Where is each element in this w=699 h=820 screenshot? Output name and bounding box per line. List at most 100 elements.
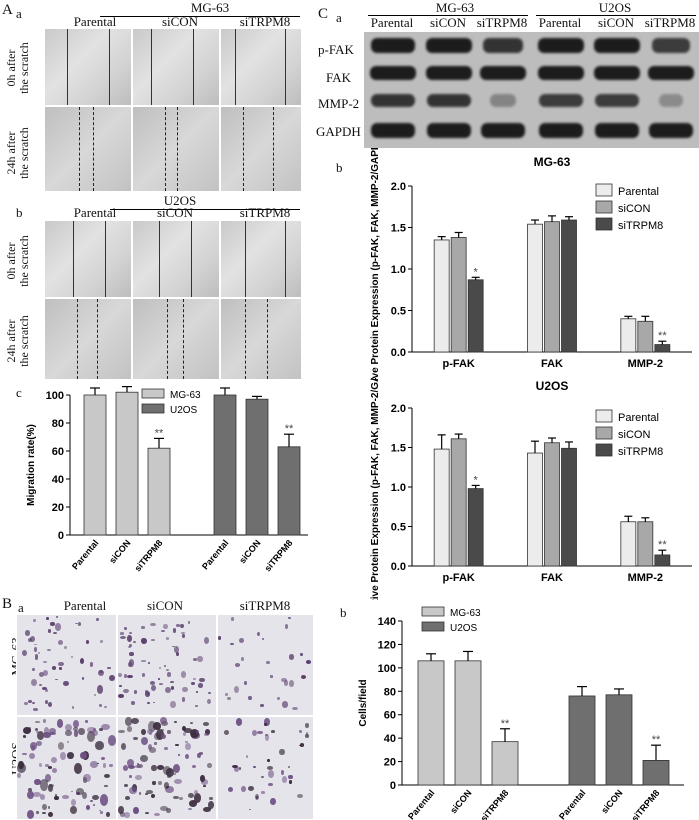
stained-cell <box>227 697 232 701</box>
stained-cell <box>165 686 172 693</box>
bar <box>561 447 577 567</box>
stained-cell <box>123 674 128 678</box>
stained-cell <box>280 770 285 775</box>
row-label-text: 0h after the scratch <box>4 42 31 94</box>
stained-cell <box>29 727 32 731</box>
scratch-image <box>44 298 132 380</box>
stained-cell <box>79 751 87 760</box>
cells-per-field-chart: 0 20 40 60 80 100 120 140 Cells/field Parental siC… <box>358 606 684 820</box>
stained-cell <box>269 675 274 678</box>
stained-cell <box>128 786 137 795</box>
stained-cell <box>154 812 161 816</box>
blot-group-mg63: MG-63 <box>435 0 475 15</box>
panel-B-letter: B <box>2 596 13 612</box>
stained-cell <box>120 743 126 751</box>
scratch-mg63-col-sicon: siCON <box>161 14 199 29</box>
stained-cell <box>141 728 147 735</box>
legend-label: siTRPM8 <box>618 446 663 458</box>
blot-band <box>481 123 525 138</box>
legend-label: siCON <box>618 203 650 215</box>
stained-cell <box>70 805 78 815</box>
stained-cell <box>126 634 132 642</box>
stained-cell <box>104 706 108 708</box>
stained-cell <box>45 700 49 704</box>
scratch-u2os-col-parental: Parental <box>73 205 117 220</box>
transwell-image <box>117 614 217 716</box>
stained-cell <box>42 660 47 664</box>
stained-cell <box>47 812 53 818</box>
western-blot-strip <box>364 116 699 148</box>
bar <box>277 446 301 536</box>
stained-cell <box>202 785 207 788</box>
panel-A-b-letter: b <box>16 205 23 220</box>
y-tick-label: 140 <box>378 616 396 628</box>
stained-cell <box>306 732 309 736</box>
stained-cell <box>240 785 246 793</box>
stained-cell <box>264 718 270 727</box>
stained-cell <box>157 678 161 680</box>
stained-cell <box>59 667 62 670</box>
stained-cell <box>94 694 97 697</box>
stained-cell <box>36 810 39 814</box>
stained-cell <box>50 622 55 626</box>
stained-cell <box>22 734 26 738</box>
stained-cell <box>133 806 139 815</box>
stained-cell <box>184 742 191 751</box>
stained-cell <box>34 643 37 645</box>
blot-band <box>649 123 693 138</box>
legend-label: siCON <box>618 429 650 441</box>
significance-mark: ** <box>652 734 661 746</box>
stained-cell <box>104 773 110 778</box>
stained-cell <box>204 732 210 737</box>
x-tick-label: Parental <box>406 788 436 820</box>
stained-cell <box>95 741 104 750</box>
significance-mark: ** <box>658 539 667 551</box>
scratch-image <box>132 220 220 298</box>
legend-label: MG-63 <box>450 608 481 619</box>
stained-cell <box>108 764 114 768</box>
bar <box>245 398 269 536</box>
scratch-u2os-group-label: U2OS <box>163 193 197 208</box>
stained-cell <box>267 769 274 778</box>
stained-cell <box>23 726 32 735</box>
stained-cell <box>180 623 185 628</box>
blot-band <box>426 38 472 53</box>
stained-cell <box>101 723 111 731</box>
y-tick-label: 60 <box>52 446 64 458</box>
stained-cell <box>28 699 33 704</box>
stained-cell <box>230 617 234 621</box>
legend-swatch <box>595 409 613 423</box>
x-tick-label: siTRPM8 <box>262 538 294 574</box>
legend-label: U2OS <box>450 623 478 634</box>
stained-cell <box>38 683 42 687</box>
stained-cell <box>119 685 122 687</box>
blot-lane-label: Parental <box>370 15 414 30</box>
y-tick-label: 0.5 <box>391 522 406 534</box>
stained-cell <box>107 735 116 746</box>
stained-cell <box>188 800 198 808</box>
y-tick-label: 100 <box>46 390 64 402</box>
stained-cell <box>164 746 169 751</box>
stained-cell <box>147 729 153 734</box>
stained-cell <box>150 684 157 692</box>
stained-cell <box>34 778 41 786</box>
stained-cell <box>72 719 80 729</box>
scratch-image <box>220 220 302 298</box>
scratch-image <box>132 28 220 106</box>
bar <box>654 344 671 353</box>
stained-cell <box>141 659 146 663</box>
bar <box>654 554 671 567</box>
stained-cell <box>305 659 311 664</box>
stained-cell <box>67 740 70 743</box>
stained-cell <box>76 788 84 795</box>
stained-cell <box>184 728 193 733</box>
stained-cell <box>199 752 204 755</box>
stained-cell <box>89 662 94 667</box>
stained-cell <box>92 804 95 807</box>
stained-cell <box>51 767 57 773</box>
stained-cell <box>118 694 124 698</box>
y-tick-label: 40 <box>52 474 64 486</box>
stained-cell <box>154 742 157 746</box>
blot-band <box>594 38 640 53</box>
stained-cell <box>49 727 57 735</box>
